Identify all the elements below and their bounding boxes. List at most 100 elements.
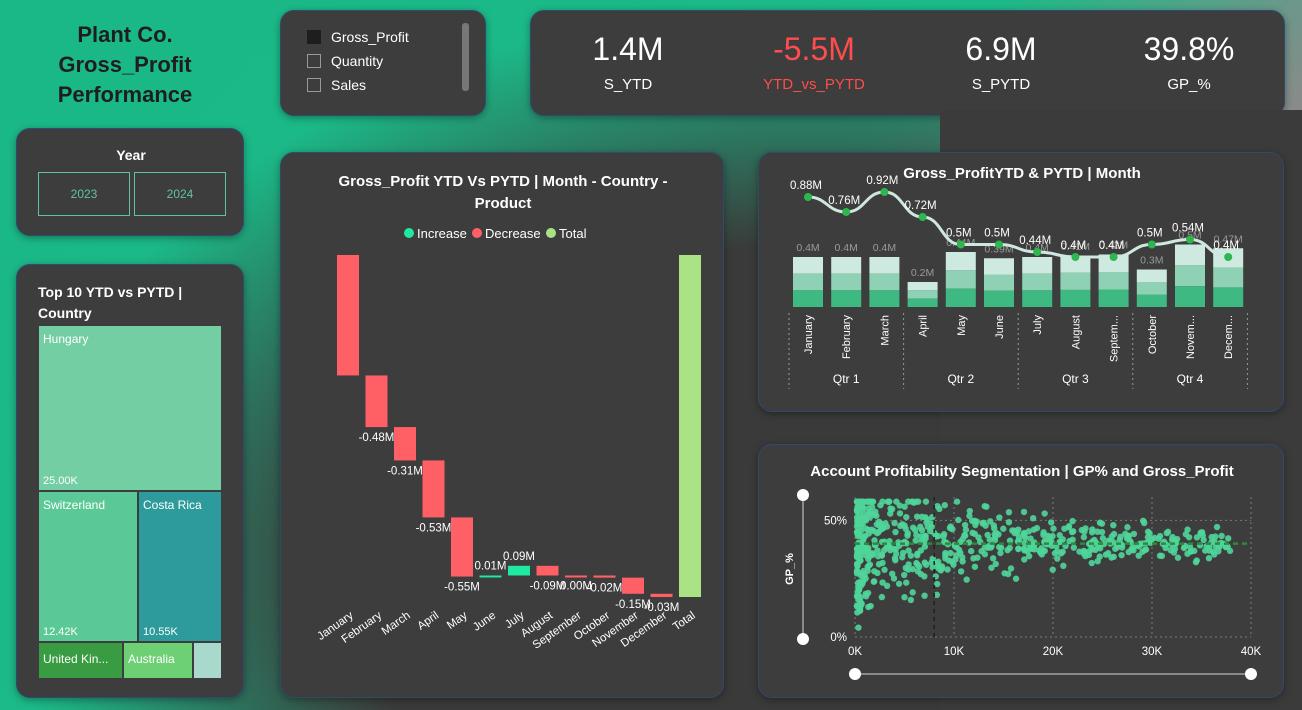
month-tick-label: January [803, 315, 815, 355]
checkbox-icon[interactable] [307, 30, 321, 44]
scatter-point [855, 624, 862, 631]
measure-option-gross-profit[interactable]: Gross_Profit [307, 29, 409, 45]
scatter-point [988, 564, 995, 571]
scatter-point [1012, 575, 1020, 582]
ytd-bar-segment [1098, 272, 1129, 290]
scatter-point [1200, 536, 1207, 544]
checkbox-icon[interactable] [307, 54, 321, 68]
y-range-slider-handle [797, 489, 809, 501]
scatter-point [1139, 517, 1147, 524]
scatter-point [944, 566, 951, 573]
title-line-1: Plant Co. [77, 22, 173, 47]
scatter-point [1091, 536, 1098, 544]
year-slicer-title: Year [116, 147, 146, 163]
scatter-point [879, 579, 886, 586]
scatter-point [1118, 551, 1125, 559]
year-option-2023[interactable]: 2023 [38, 172, 130, 216]
waterfall-bar [679, 255, 701, 597]
pytd-point [804, 193, 812, 201]
ytd-bar-segment [1175, 265, 1205, 287]
month-tick-label: July [1032, 315, 1044, 335]
ytd-bar-segment [984, 290, 1014, 307]
year-slicer: Year 2023 2024 [16, 128, 244, 236]
pytd-data-label: 0.4M [1061, 240, 1087, 252]
title-line-3: Performance [57, 82, 193, 107]
scatter-point [1050, 525, 1057, 532]
ytd-bar-segment [1060, 289, 1091, 307]
scatter-point [1110, 521, 1117, 529]
scatter-point [1142, 546, 1150, 553]
scatter-point [929, 564, 936, 571]
ytd-bar-segment [793, 257, 823, 274]
scatter-point [854, 561, 861, 569]
scatter-point [1021, 534, 1029, 541]
scatter-point [909, 498, 916, 505]
scatter-point [856, 555, 863, 562]
pytd-point [842, 208, 851, 216]
scatter-point [1224, 535, 1232, 542]
scatter-point [913, 513, 921, 520]
slicer-scrollbar[interactable] [462, 23, 469, 91]
treemap-tile-hungary[interactable]: Hungary 25.00K [38, 325, 222, 491]
scatter-point [1199, 529, 1206, 536]
scatter-point [1021, 547, 1028, 554]
scatter-point [1094, 528, 1101, 535]
pytd-data-label: 0.5M [946, 228, 972, 240]
scatter-point [1006, 544, 1013, 552]
scatter-point [907, 596, 915, 604]
scatter-point [1192, 558, 1200, 566]
scatter-point [1006, 537, 1014, 544]
scatter-point [1001, 570, 1008, 577]
scatter-point [945, 557, 952, 564]
scatter-point [867, 510, 874, 517]
ytd-bar-segment [1022, 257, 1053, 274]
scatter-point [953, 498, 961, 505]
scatter-point [1202, 547, 1209, 554]
scatter-chart: 0K 10K 20K 30K 40K 0% 50% GP_% [784, 489, 1262, 680]
waterfall-data-label: 0.09M [503, 551, 535, 563]
scatter-point [1222, 543, 1230, 550]
month-tick-label: August [1070, 315, 1082, 349]
scatter-point [1088, 559, 1095, 567]
scatter-point [891, 554, 899, 562]
year-option-2024[interactable]: 2024 [134, 172, 226, 216]
scatter-point [916, 563, 923, 570]
treemap-tile-other[interactable] [193, 642, 222, 679]
scatter-point [871, 568, 878, 575]
waterfall-bar [622, 577, 644, 594]
treemap-tile-united-kingdom[interactable]: United Kin... [38, 642, 123, 679]
scatter-point [963, 576, 970, 583]
scatter-point [878, 593, 886, 601]
pytd-data-label: 0.5M [1137, 228, 1163, 240]
scatter-point [1218, 532, 1225, 540]
treemap-tile-switzerland[interactable]: Switzerland 12.42K [38, 491, 138, 642]
scatter-point [1211, 551, 1218, 558]
ytd-bar-segment [1175, 244, 1205, 266]
waterfall-chart: Increase Decrease TotalJanuary-0.48MFebrua… [315, 226, 701, 652]
scatter-point [861, 514, 868, 521]
scatter-point [1082, 525, 1089, 532]
measure-option-label: Quantity [331, 53, 384, 69]
month-tick-label: Septem... [1109, 315, 1121, 362]
scatter-point [1118, 544, 1126, 551]
waterfall-card: Gross_Profit YTD Vs PYTD | Month - Count… [280, 152, 724, 698]
scatter-point [1124, 532, 1132, 540]
scatter-point [862, 575, 869, 582]
scatter-point [874, 547, 881, 554]
treemap-tile-australia[interactable]: Australia [123, 642, 193, 679]
scatter-point [855, 498, 862, 506]
treemap-title-line-1: Top 10 YTD vs PYTD | [38, 284, 183, 300]
treemap-tile-costa-rica[interactable]: Costa Rica 10.55K [138, 491, 222, 642]
waterfall-bar [508, 565, 530, 576]
scatter-point [921, 592, 928, 599]
scatter-point [856, 597, 864, 604]
scatter-point [971, 563, 979, 570]
scatter-point [854, 592, 862, 600]
scatter-point [896, 502, 903, 509]
tile-value: 12.42K [43, 626, 78, 638]
pytd-point [1071, 253, 1080, 261]
checkbox-icon[interactable] [307, 78, 321, 92]
measure-option-quantity[interactable]: Quantity [307, 53, 409, 69]
measure-option-sales[interactable]: Sales [307, 77, 409, 93]
pytd-point [1109, 253, 1118, 261]
